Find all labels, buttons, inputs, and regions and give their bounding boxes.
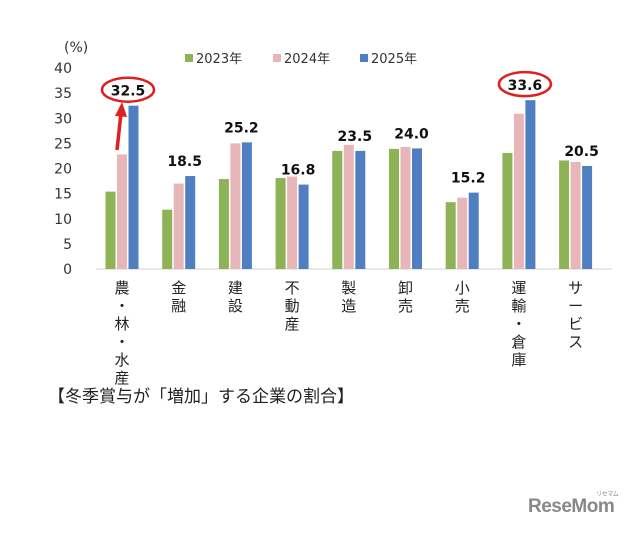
bar-2024年 xyxy=(400,146,411,269)
data-label: 16.8 xyxy=(281,163,316,179)
category-label-char: 設 xyxy=(228,297,243,315)
bar-2025年 xyxy=(582,165,593,269)
bar-2023年 xyxy=(389,148,399,269)
bar-2024年 xyxy=(570,161,581,269)
arrow-head-icon xyxy=(115,102,127,117)
category-label-char: ス xyxy=(568,333,583,351)
bar-2023年 xyxy=(275,178,286,269)
bar-2023年 xyxy=(559,160,570,269)
y-tick-label: 20 xyxy=(54,162,72,178)
bar-2024年 xyxy=(343,144,354,269)
bar-2025年 xyxy=(355,150,366,269)
legend-swatch xyxy=(273,54,281,62)
bar-2025年 xyxy=(241,142,252,269)
category-label-char: サ xyxy=(568,279,583,297)
category-label-char: ビ xyxy=(568,315,583,333)
category-label-char: 金 xyxy=(171,279,186,297)
category-label-char: 製 xyxy=(341,279,356,297)
bar-2025年 xyxy=(468,192,479,269)
bar-2024年 xyxy=(117,154,127,269)
legend-label: 2024年 xyxy=(284,52,330,67)
category-label-char: 融 xyxy=(171,297,186,315)
bar-2023年 xyxy=(162,209,173,269)
category-label-char: ー xyxy=(568,297,583,315)
y-tick-label: 25 xyxy=(54,136,72,152)
bar-2023年 xyxy=(105,191,116,269)
bar-2023年 xyxy=(445,202,456,269)
bar-2025年 xyxy=(525,100,536,269)
category-label-char: 輸 xyxy=(511,297,526,315)
category-label-char: 売 xyxy=(455,297,470,315)
y-tick-label: 5 xyxy=(63,237,72,253)
category-label-char: 農 xyxy=(114,279,129,297)
category-label-char: 建 xyxy=(228,279,243,297)
category-label-char: 売 xyxy=(398,297,413,315)
highlight-circle xyxy=(497,70,553,98)
legend-label: 2025年 xyxy=(371,52,417,67)
category-label-char: 運 xyxy=(511,279,526,297)
category-label-char: 動 xyxy=(285,297,300,315)
bar-2023年 xyxy=(332,150,343,269)
bar-2025年 xyxy=(185,176,196,269)
y-tick-label: 0 xyxy=(63,262,72,278)
logo-sub: リセマム xyxy=(596,492,619,498)
highlight-circle xyxy=(100,76,156,103)
y-tick-label: 30 xyxy=(54,111,72,127)
data-label: 23.5 xyxy=(338,129,373,145)
bar-2024年 xyxy=(230,143,241,269)
category-label-char: ・ xyxy=(511,315,526,333)
bar-2025年 xyxy=(298,184,309,269)
category-label-char: 産 xyxy=(114,369,129,387)
category-label-char: 産 xyxy=(285,315,300,333)
y-tick-label: 15 xyxy=(54,187,72,203)
category-label-char: 倉 xyxy=(511,333,526,351)
category-label-char: 不 xyxy=(285,279,300,297)
legend-label: 2023年 xyxy=(196,52,242,67)
category-label-char: 造 xyxy=(341,297,356,315)
resemom-logo: ReseMom リセマム xyxy=(528,492,619,518)
category-label-char: ・ xyxy=(114,297,129,315)
bar-2025年 xyxy=(412,148,422,269)
data-label: 15.2 xyxy=(451,171,486,187)
highlight-arrow xyxy=(115,112,123,151)
legend-swatch xyxy=(185,54,193,62)
category-label-char: 水 xyxy=(114,351,129,369)
category-label-char: 卸 xyxy=(398,279,413,297)
logo-text: ReseMom xyxy=(528,496,615,517)
category-label-char: 林 xyxy=(114,315,129,333)
data-label: 32.5 xyxy=(111,84,146,100)
bar-2023年 xyxy=(218,179,229,269)
data-label: 33.6 xyxy=(508,78,543,94)
legend-swatch xyxy=(360,54,368,62)
bar-2024年 xyxy=(173,183,184,269)
y-axis-unit: (%) xyxy=(64,40,88,56)
bar-2024年 xyxy=(287,176,298,269)
data-label: 20.5 xyxy=(564,144,599,160)
data-label: 24.0 xyxy=(394,126,429,142)
y-tick-label: 40 xyxy=(54,61,72,77)
y-tick-label: 35 xyxy=(54,86,72,102)
category-label-char: 小 xyxy=(455,279,470,297)
bar-2024年 xyxy=(513,113,524,269)
data-label: 18.5 xyxy=(167,154,202,170)
category-label-char: 庫 xyxy=(511,351,526,369)
category-label-char: ・ xyxy=(114,333,129,351)
bar-2023年 xyxy=(502,152,513,269)
chart-caption: 【冬季賞与が「増加」する企業の割合】 xyxy=(48,387,354,407)
data-label: 25.2 xyxy=(224,120,259,136)
y-tick-label: 10 xyxy=(54,212,72,228)
bar-2025年 xyxy=(128,105,139,269)
bar-2024年 xyxy=(457,197,468,269)
